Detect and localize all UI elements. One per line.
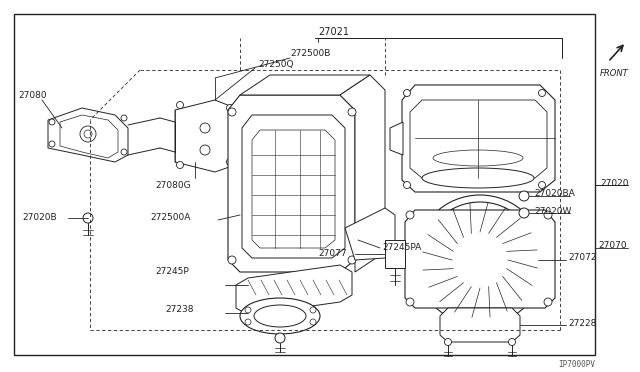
Circle shape: [121, 115, 127, 121]
Polygon shape: [340, 75, 385, 272]
Circle shape: [245, 319, 251, 325]
Polygon shape: [236, 265, 352, 315]
Text: 27245P: 27245P: [155, 267, 189, 276]
Text: 27238: 27238: [165, 305, 193, 314]
Polygon shape: [242, 115, 345, 258]
Text: 27228: 27228: [568, 318, 596, 327]
Circle shape: [474, 254, 486, 266]
Circle shape: [80, 126, 96, 142]
Text: 27070: 27070: [598, 241, 627, 250]
Text: 27021: 27021: [318, 27, 349, 37]
Circle shape: [538, 90, 545, 96]
Polygon shape: [175, 100, 235, 172]
Circle shape: [348, 108, 356, 116]
Text: 27072: 27072: [568, 253, 596, 263]
Polygon shape: [345, 208, 395, 260]
Polygon shape: [252, 130, 335, 248]
Circle shape: [228, 256, 236, 264]
Circle shape: [49, 119, 55, 125]
Polygon shape: [410, 100, 547, 178]
Circle shape: [403, 90, 410, 96]
Circle shape: [403, 182, 410, 189]
Circle shape: [49, 141, 55, 147]
Polygon shape: [405, 210, 555, 308]
Circle shape: [200, 123, 210, 133]
Circle shape: [445, 339, 451, 346]
Ellipse shape: [254, 305, 306, 327]
Circle shape: [228, 108, 236, 116]
Bar: [385, 240, 405, 268]
Circle shape: [177, 102, 184, 109]
Circle shape: [544, 298, 552, 306]
Circle shape: [275, 333, 285, 343]
Text: 27250Q: 27250Q: [258, 60, 294, 68]
Polygon shape: [390, 122, 403, 155]
Circle shape: [245, 307, 251, 313]
Text: 27080: 27080: [18, 92, 47, 100]
Polygon shape: [402, 85, 555, 192]
Circle shape: [84, 130, 92, 138]
Circle shape: [544, 211, 552, 219]
Circle shape: [227, 105, 234, 112]
Circle shape: [519, 208, 529, 218]
Ellipse shape: [433, 150, 523, 166]
Circle shape: [177, 161, 184, 169]
Circle shape: [310, 307, 316, 313]
Circle shape: [310, 319, 316, 325]
Text: 27080G: 27080G: [155, 180, 191, 189]
Text: 27020BA: 27020BA: [534, 189, 575, 199]
Circle shape: [406, 211, 414, 219]
Polygon shape: [60, 115, 118, 158]
Circle shape: [519, 191, 529, 201]
Ellipse shape: [422, 168, 534, 188]
Ellipse shape: [240, 298, 320, 334]
Ellipse shape: [415, 195, 545, 325]
Circle shape: [406, 298, 414, 306]
Text: 27020W: 27020W: [534, 206, 572, 215]
Text: FRONT: FRONT: [600, 68, 628, 77]
Text: 27020B: 27020B: [22, 214, 56, 222]
Circle shape: [348, 256, 356, 264]
Polygon shape: [240, 75, 370, 95]
Text: 27245PA: 27245PA: [382, 244, 421, 253]
Circle shape: [83, 213, 93, 223]
Text: 27077: 27077: [318, 250, 347, 259]
Circle shape: [200, 145, 210, 155]
Circle shape: [121, 149, 127, 155]
Polygon shape: [48, 108, 128, 162]
Circle shape: [466, 246, 494, 274]
Circle shape: [422, 202, 538, 318]
Circle shape: [227, 158, 234, 166]
Polygon shape: [440, 308, 520, 342]
Text: 272500A: 272500A: [150, 214, 190, 222]
Circle shape: [509, 339, 515, 346]
Text: IP7000PV: IP7000PV: [558, 360, 595, 369]
Text: 27020: 27020: [600, 179, 628, 187]
Polygon shape: [228, 95, 355, 272]
Circle shape: [452, 232, 508, 288]
Circle shape: [538, 182, 545, 189]
Text: 272500B: 272500B: [290, 49, 330, 58]
